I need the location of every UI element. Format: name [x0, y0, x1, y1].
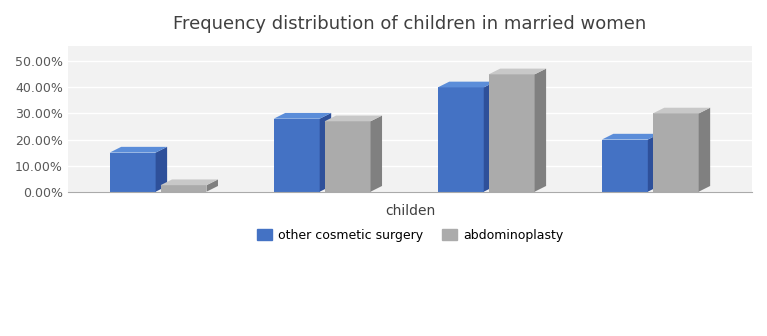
Polygon shape — [274, 113, 331, 119]
Polygon shape — [602, 134, 660, 139]
Polygon shape — [320, 113, 331, 192]
Legend: other cosmetic surgery, abdominoplasty: other cosmetic surgery, abdominoplasty — [252, 224, 568, 247]
Bar — [160, 185, 206, 192]
Polygon shape — [653, 108, 710, 114]
Polygon shape — [206, 179, 218, 192]
Bar — [653, 114, 699, 192]
Polygon shape — [324, 116, 382, 121]
Polygon shape — [156, 147, 167, 192]
Bar — [438, 87, 484, 192]
Bar — [324, 121, 370, 192]
Polygon shape — [438, 82, 495, 87]
Polygon shape — [160, 179, 218, 185]
Polygon shape — [370, 116, 382, 192]
Bar — [110, 153, 156, 192]
Title: Frequency distribution of children in married women: Frequency distribution of children in ma… — [173, 15, 647, 33]
Bar — [274, 119, 320, 192]
Bar — [602, 139, 648, 192]
Bar — [489, 74, 535, 192]
Polygon shape — [484, 82, 495, 192]
Polygon shape — [699, 108, 710, 192]
Polygon shape — [489, 69, 546, 74]
Polygon shape — [648, 134, 660, 192]
Polygon shape — [110, 147, 167, 153]
Polygon shape — [535, 69, 546, 192]
X-axis label: childen: childen — [385, 204, 435, 217]
